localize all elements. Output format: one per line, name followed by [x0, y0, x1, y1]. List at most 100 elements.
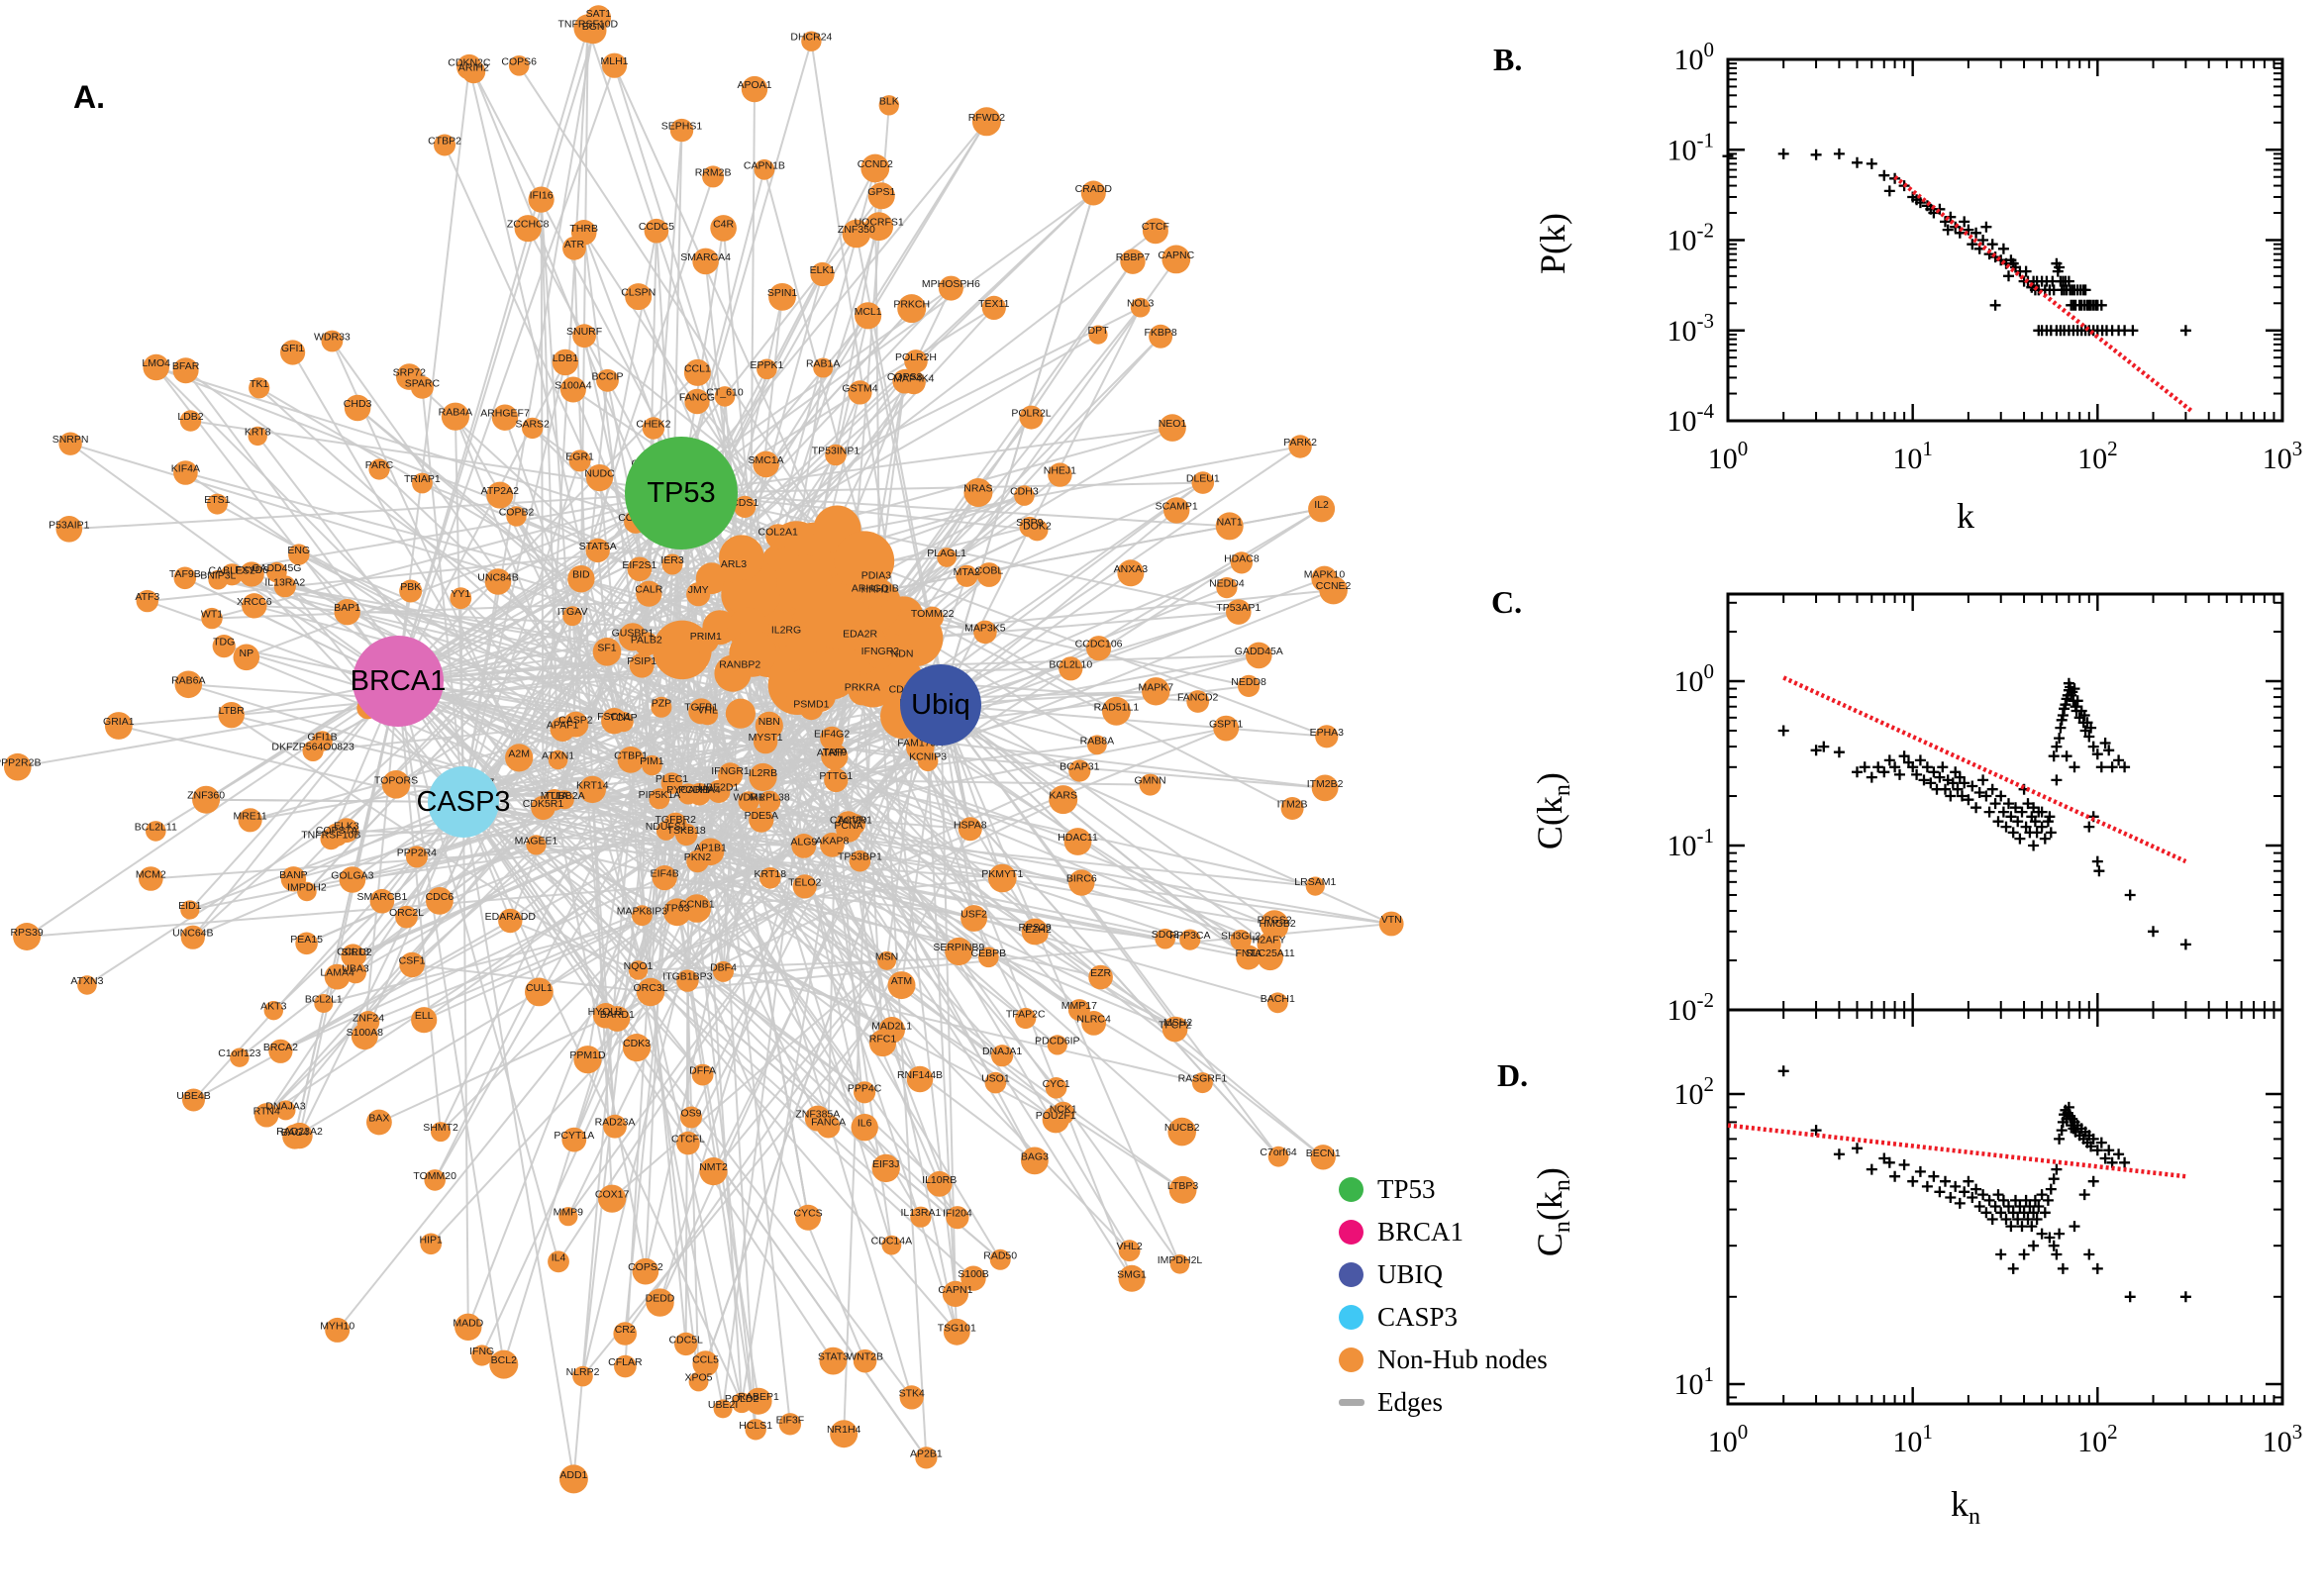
gene-label: BRCA2	[263, 1042, 298, 1053]
legend-item: Edges	[1339, 1381, 1548, 1424]
network-node	[719, 553, 749, 583]
network-node	[649, 788, 670, 810]
network-edge	[901, 693, 1133, 1279]
gene-label: TGFBR2	[655, 814, 696, 826]
data-point-plus	[1934, 203, 1946, 215]
network-node	[1052, 1101, 1075, 1125]
network-node	[1308, 495, 1336, 523]
gene-label: CDK5R1	[523, 798, 564, 810]
data-point-plus	[2042, 816, 2054, 828]
network-edge	[940, 586, 1228, 706]
gene-label: CDC6	[426, 891, 454, 903]
network-node	[945, 937, 973, 966]
network-node	[1215, 512, 1244, 541]
panel-letter-d: D.	[1497, 1057, 1529, 1093]
data-point-plus	[1997, 806, 2009, 818]
network-node	[938, 275, 963, 301]
gene-label: PCDHA4	[678, 784, 721, 796]
data-point-plus	[2007, 1262, 2019, 1274]
gene-label: NEDD8	[1231, 676, 1266, 688]
data-point-plus	[1928, 766, 1940, 778]
network-edge	[462, 801, 1392, 925]
data-point-plus	[2078, 710, 2090, 721]
network-node	[268, 1039, 293, 1063]
data-point-plus	[2179, 1291, 2191, 1303]
panel-letter-b: B.	[1493, 42, 1523, 77]
gene-label: ACVR1	[838, 815, 872, 827]
network-node	[765, 524, 791, 549]
gene-label: IMPDH2L	[1158, 1254, 1203, 1266]
network-node	[677, 783, 699, 805]
network-node	[1155, 928, 1175, 949]
network-node	[1167, 1117, 1196, 1147]
network-node	[718, 762, 743, 788]
gene-label: GFI1B	[307, 732, 337, 744]
tick-label: 101	[1892, 1420, 1933, 1458]
data-point-plus	[2095, 299, 2107, 311]
gene-label: RASGRF1	[1178, 1073, 1228, 1085]
network-node	[1149, 324, 1173, 349]
gene-label: TDG	[213, 637, 235, 648]
gene-label: MTA2	[954, 566, 980, 578]
gene-label: TSG101	[938, 1322, 976, 1334]
gene-label: IFI204	[943, 1208, 972, 1220]
gene-label: CEBPB	[970, 948, 1006, 959]
gene-label: ATXN3	[70, 975, 103, 987]
network-edge	[586, 492, 682, 1060]
data-point-plus	[1947, 777, 1959, 789]
gene-label: PPM1D	[569, 1049, 606, 1061]
data-point-plus	[1818, 741, 1830, 752]
network-edge	[378, 979, 688, 1124]
network-edge	[462, 30, 595, 803]
gene-label: UBE4B	[176, 1090, 210, 1102]
network-edge	[306, 492, 682, 893]
gene-label: CTBP1	[614, 749, 648, 761]
network-edge	[323, 907, 698, 1005]
network-node	[1117, 559, 1145, 587]
hub-node-casp3	[428, 766, 499, 838]
gene-label: EIF3J	[872, 1158, 899, 1170]
gene-label: IMPDH2	[287, 882, 327, 894]
network-edge	[291, 351, 556, 801]
network-node	[1049, 785, 1078, 815]
edge-swatch-icon	[1339, 1399, 1364, 1406]
gene-label: DOK2	[1023, 520, 1052, 532]
legend-item: TP53	[1339, 1168, 1548, 1211]
gene-label: TK1	[250, 378, 268, 390]
data-point-plus	[2018, 1248, 2030, 1260]
gene-label: LRSAM1	[1294, 876, 1336, 888]
network-edge	[397, 680, 505, 1365]
network-node	[104, 712, 133, 740]
gene-label: TOPORS	[374, 774, 418, 786]
network-node	[506, 506, 527, 527]
gene-label: RAB8A	[1080, 735, 1114, 747]
network-node	[1063, 828, 1092, 855]
gene-label: ORC2L	[389, 907, 424, 919]
network-edge	[462, 755, 836, 803]
network-node	[411, 1007, 438, 1034]
data-point-plus	[2028, 840, 2040, 851]
network-edge	[397, 17, 600, 682]
network-node	[420, 1233, 443, 1255]
network-node	[1230, 929, 1252, 951]
network-edge	[462, 801, 928, 1458]
network-edge	[397, 680, 704, 1076]
network-node	[792, 874, 817, 899]
network-edge	[397, 28, 589, 682]
gene-label: SMC1A	[749, 454, 784, 466]
y-axis-label-ckn: C(kn)	[1529, 772, 1576, 850]
network-node	[254, 1103, 279, 1128]
gene-label: SMARCB1	[357, 891, 408, 903]
network-node	[710, 215, 737, 242]
data-point-plus	[2085, 722, 2097, 734]
gene-label: CASP2	[558, 715, 593, 727]
gene-label: ARIH2	[458, 62, 489, 74]
network-node	[572, 1365, 593, 1387]
network-edge	[397, 680, 941, 1185]
network-edge	[294, 759, 929, 1138]
data-point-plus	[2014, 1201, 2026, 1212]
data-point-plus	[1959, 777, 1970, 789]
data-point-plus	[1777, 1065, 1789, 1077]
network-node	[1311, 774, 1339, 802]
gene-label: CCL1	[684, 362, 711, 374]
